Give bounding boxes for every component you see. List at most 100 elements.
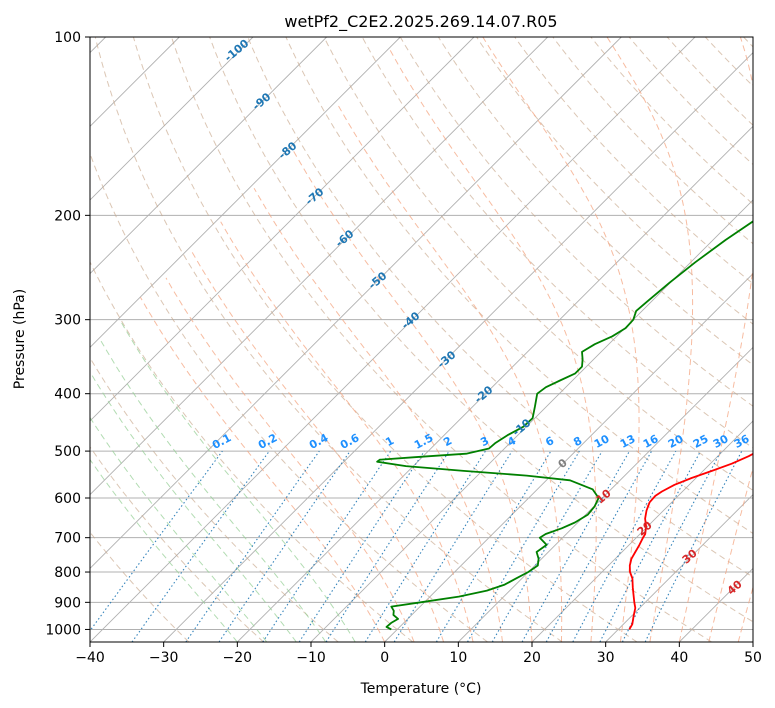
moist-adiabat-line	[253, 187, 503, 642]
mixing-ratio-line	[545, 450, 653, 642]
mixing-ratio-label: 20	[666, 432, 686, 451]
mixing-ratio-label: 0.4	[307, 431, 331, 452]
dry-adiabat-label: 40	[725, 577, 745, 597]
dry-adiabat-line	[628, 37, 753, 166]
isotherm-line	[605, 494, 753, 642]
mixing-ratio-label: 6	[543, 434, 556, 449]
mixing-ratio-label: 25	[691, 432, 711, 451]
axes: −40 −30 −20 −10 0 10 20 30 40 5010020030040050060…	[45, 30, 762, 666]
plot-frame	[89, 36, 754, 643]
dewpoint-profile-line	[376, 220, 753, 631]
line-labels: -100-90-80-70-60-50-40-30-20-10010203040…	[210, 37, 752, 598]
mixing-ratio-label: 13	[618, 432, 638, 451]
y-tick-label: 100	[54, 30, 81, 46]
isotherm-line	[90, 37, 622, 569]
dry-adiabat-line	[247, 37, 753, 578]
isotherm-line	[90, 37, 696, 642]
x-tick-label: 50	[744, 650, 762, 666]
moist-adiabat-line	[90, 370, 297, 642]
moist-adiabat-line	[606, 37, 694, 642]
mixing-ratio-line	[572, 450, 677, 642]
dry-adiabat-line	[94, 37, 563, 642]
moist-adiabat-line	[220, 221, 474, 642]
y-tick-label: 600	[54, 491, 81, 507]
moist-adiabat-line	[708, 465, 753, 642]
x-tick-label: 10	[449, 650, 467, 666]
mixing-ratio-line	[393, 450, 513, 642]
moist-adiabat-line	[90, 458, 238, 642]
mixing-ratio-line	[435, 450, 552, 642]
moist-adiabat-line	[678, 37, 753, 642]
mixing-ratio-line	[185, 450, 320, 642]
dry-adiabat-label: -60	[333, 227, 357, 250]
isotherm-line	[90, 37, 327, 275]
y-tick-label: 900	[54, 595, 81, 611]
moist-adiabat-line	[165, 277, 415, 642]
moist-adiabat-line	[119, 319, 356, 642]
mixing-ratio-line	[131, 450, 270, 642]
dry-adiabat-line	[90, 356, 339, 642]
x-tick-label: −30	[149, 650, 179, 666]
dry-adiabat-line	[552, 37, 753, 245]
temperature-profile-line	[628, 452, 753, 630]
dry-adiabat-line	[90, 446, 264, 642]
mixing-ratio-label: 36	[732, 432, 752, 451]
y-tick-label: 700	[54, 531, 81, 547]
dry-adiabat-line	[666, 37, 753, 126]
mixing-ratio-label: 8	[571, 434, 584, 449]
mixing-ratio-line	[467, 450, 580, 642]
y-tick-label: 500	[54, 444, 81, 460]
isotherm-line	[458, 346, 753, 642]
mixing-ratio-label: 30	[711, 432, 731, 451]
isotherm-line	[90, 37, 548, 496]
dry-adiabat-line	[514, 37, 753, 285]
moist-adiabat-line	[337, 104, 563, 642]
mixing-ratio-line	[325, 450, 450, 642]
dry-adiabat-line	[743, 37, 753, 48]
dry-adiabat-line	[323, 37, 753, 491]
x-tick-label: −20	[223, 650, 253, 666]
x-tick-label: 40	[670, 650, 688, 666]
mixing-ratio-label: 10	[592, 432, 612, 451]
mixing-ratio-line	[262, 450, 392, 642]
dry-adiabat-line	[209, 37, 753, 623]
dry-adiabat-line	[399, 37, 753, 407]
dry-adiabat-line	[90, 260, 414, 642]
dry-adiabat-line	[361, 37, 753, 449]
y-tick-label: 1000	[45, 622, 81, 638]
isotherm-line	[90, 37, 475, 422]
dry-adiabat-line	[90, 531, 190, 642]
x-tick-label: −40	[75, 650, 105, 666]
moist-adiabat-line	[737, 585, 753, 642]
mixing-ratio-line	[90, 450, 223, 632]
y-tick-label: 800	[54, 565, 81, 581]
isotherm-line	[752, 641, 753, 642]
dry-adiabat-line	[132, 37, 638, 642]
dry-adiabat-label: -100	[222, 37, 252, 65]
moist-adiabat-line	[100, 340, 327, 642]
background-lines	[90, 37, 753, 642]
isotherm-line	[531, 420, 753, 642]
dry-adiabat-label: 30	[680, 546, 700, 566]
isotherm-line	[384, 273, 753, 642]
y-tick-label: 200	[54, 208, 81, 224]
x-tick-label: 30	[597, 650, 615, 666]
mixing-ratio-label: 1.5	[412, 431, 435, 452]
dry-adiabat-line	[590, 37, 753, 205]
dry-adiabat-label: -80	[276, 139, 300, 162]
moist-adiabat-line	[191, 251, 445, 642]
x-tick-label: 20	[523, 650, 541, 666]
isotherm-line	[90, 37, 254, 201]
mixing-ratio-line	[521, 450, 630, 642]
isotherm-line	[90, 37, 401, 348]
mixing-ratio-line	[491, 450, 603, 642]
y-axis-label: Pressure (hPa)	[12, 289, 28, 389]
dry-adiabat-label: -20	[472, 383, 496, 406]
isotherm-line	[163, 52, 753, 642]
dry-adiabat-line	[90, 152, 488, 642]
dry-adiabat-line	[704, 37, 753, 87]
moist-adiabat-line	[139, 297, 386, 642]
mixing-ratio-label: 0.6	[338, 431, 362, 452]
moist-adiabat-line	[482, 37, 640, 642]
